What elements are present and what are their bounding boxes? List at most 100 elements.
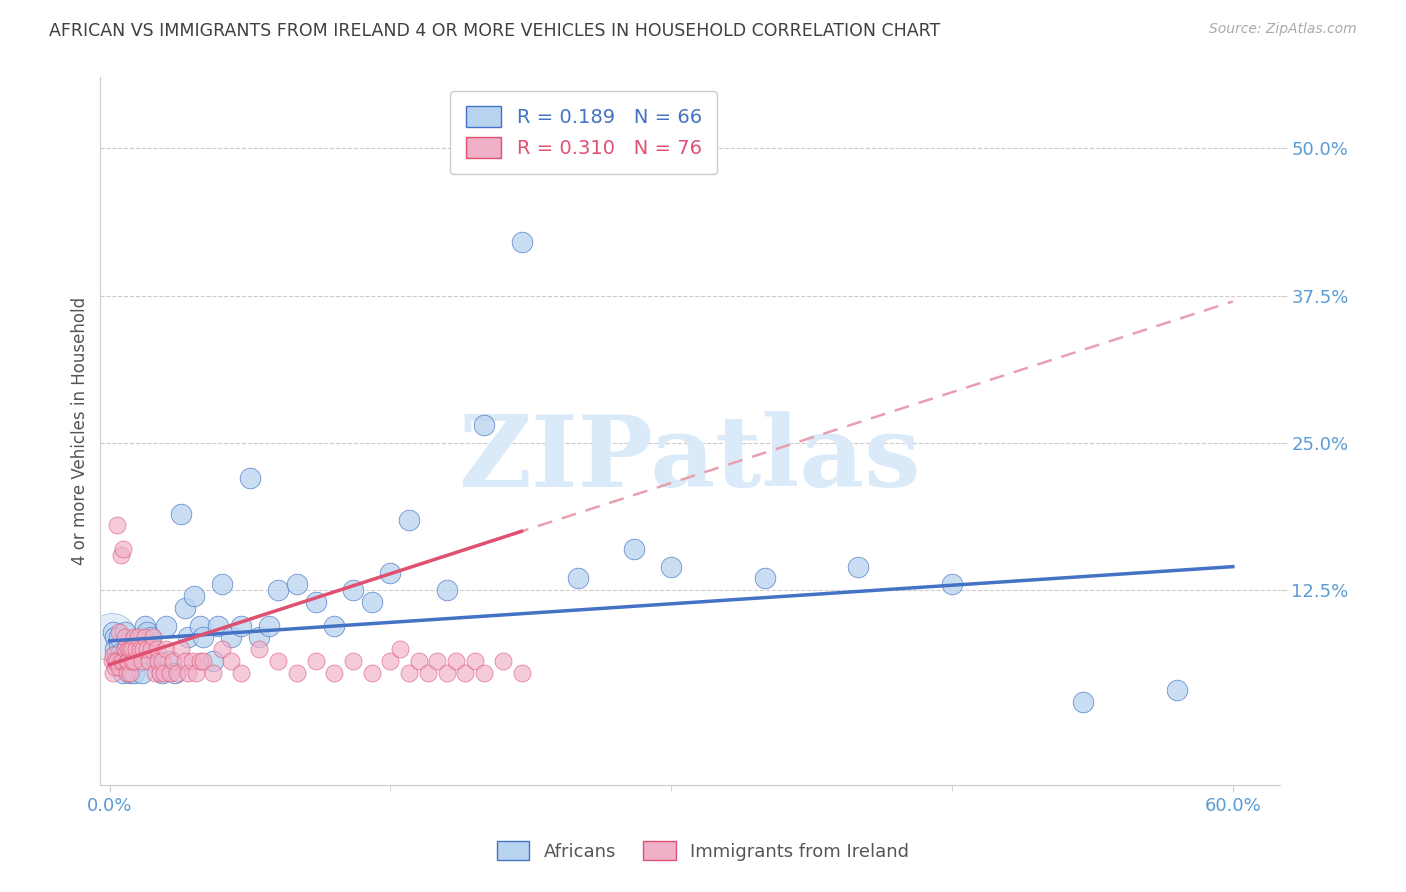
Point bbox=[117, 648, 139, 662]
Point bbox=[193, 654, 215, 668]
Point bbox=[125, 648, 148, 662]
Point bbox=[380, 566, 402, 580]
Point bbox=[464, 654, 486, 668]
Point bbox=[436, 665, 458, 680]
Point bbox=[136, 624, 159, 639]
Point bbox=[100, 631, 122, 645]
Point bbox=[110, 548, 132, 562]
Point bbox=[105, 654, 128, 668]
Point bbox=[111, 665, 134, 680]
Point bbox=[323, 618, 346, 632]
Point bbox=[127, 631, 149, 645]
Point bbox=[114, 631, 136, 645]
Point bbox=[360, 665, 382, 680]
Point bbox=[159, 654, 181, 668]
Point bbox=[105, 648, 128, 662]
Point bbox=[159, 665, 181, 680]
Point bbox=[104, 642, 127, 657]
Point bbox=[155, 618, 177, 632]
Point bbox=[127, 654, 149, 668]
Point bbox=[132, 642, 155, 657]
Point bbox=[162, 654, 184, 668]
Point bbox=[398, 512, 420, 526]
Point bbox=[128, 654, 150, 668]
Point bbox=[267, 654, 290, 668]
Point bbox=[398, 665, 420, 680]
Point bbox=[754, 571, 776, 585]
Point bbox=[104, 660, 127, 674]
Point bbox=[122, 654, 145, 668]
Text: Source: ZipAtlas.com: Source: ZipAtlas.com bbox=[1209, 22, 1357, 37]
Point bbox=[267, 583, 290, 598]
Point bbox=[103, 624, 125, 639]
Point bbox=[304, 654, 326, 668]
Point bbox=[108, 636, 131, 650]
Legend: R = 0.189   N = 66, R = 0.310   N = 76: R = 0.189 N = 66, R = 0.310 N = 76 bbox=[450, 91, 717, 174]
Point bbox=[193, 631, 215, 645]
Point bbox=[472, 665, 495, 680]
Point bbox=[170, 507, 193, 521]
Point bbox=[100, 654, 122, 668]
Point bbox=[115, 654, 138, 668]
Point bbox=[426, 654, 449, 668]
Text: AFRICAN VS IMMIGRANTS FROM IRELAND 4 OR MORE VEHICLES IN HOUSEHOLD CORRELATION C: AFRICAN VS IMMIGRANTS FROM IRELAND 4 OR … bbox=[49, 22, 941, 40]
Point bbox=[110, 646, 132, 660]
Point bbox=[623, 541, 645, 556]
Point bbox=[122, 665, 145, 680]
Point bbox=[104, 654, 127, 668]
Point bbox=[188, 654, 211, 668]
Point bbox=[122, 631, 145, 645]
Point bbox=[181, 654, 204, 668]
Point bbox=[177, 665, 200, 680]
Point bbox=[165, 665, 187, 680]
Point bbox=[201, 654, 224, 668]
Point bbox=[207, 618, 229, 632]
Point bbox=[153, 665, 176, 680]
Point bbox=[117, 636, 139, 650]
Point bbox=[120, 665, 142, 680]
Point bbox=[221, 631, 243, 645]
Point bbox=[323, 665, 346, 680]
Point bbox=[115, 642, 138, 657]
Point bbox=[221, 654, 243, 668]
Point bbox=[120, 665, 142, 680]
Point bbox=[114, 624, 136, 639]
Point bbox=[848, 559, 870, 574]
Point bbox=[211, 642, 233, 657]
Point bbox=[136, 642, 159, 657]
Point bbox=[121, 654, 143, 668]
Legend: Africans, Immigrants from Ireland: Africans, Immigrants from Ireland bbox=[488, 832, 918, 870]
Point bbox=[143, 665, 166, 680]
Point bbox=[285, 577, 308, 591]
Point bbox=[110, 654, 132, 668]
Point bbox=[416, 665, 439, 680]
Point bbox=[1166, 683, 1188, 698]
Point bbox=[472, 418, 495, 433]
Point bbox=[115, 654, 138, 668]
Point bbox=[121, 660, 143, 674]
Point bbox=[111, 650, 134, 665]
Point bbox=[139, 631, 162, 645]
Point bbox=[145, 642, 167, 657]
Point bbox=[114, 660, 136, 674]
Point bbox=[111, 654, 134, 668]
Point bbox=[170, 642, 193, 657]
Point bbox=[211, 577, 233, 591]
Point bbox=[408, 654, 430, 668]
Point bbox=[105, 518, 128, 533]
Y-axis label: 4 or more Vehicles in Household: 4 or more Vehicles in Household bbox=[72, 297, 89, 566]
Point bbox=[304, 595, 326, 609]
Point bbox=[360, 595, 382, 609]
Point bbox=[150, 654, 173, 668]
Point bbox=[134, 618, 156, 632]
Point bbox=[131, 654, 153, 668]
Point bbox=[257, 618, 280, 632]
Point bbox=[342, 654, 364, 668]
Point bbox=[229, 665, 252, 680]
Point bbox=[117, 642, 139, 657]
Point bbox=[105, 654, 128, 668]
Point bbox=[139, 642, 162, 657]
Point bbox=[108, 631, 131, 645]
Point bbox=[155, 642, 177, 657]
Point bbox=[166, 665, 188, 680]
